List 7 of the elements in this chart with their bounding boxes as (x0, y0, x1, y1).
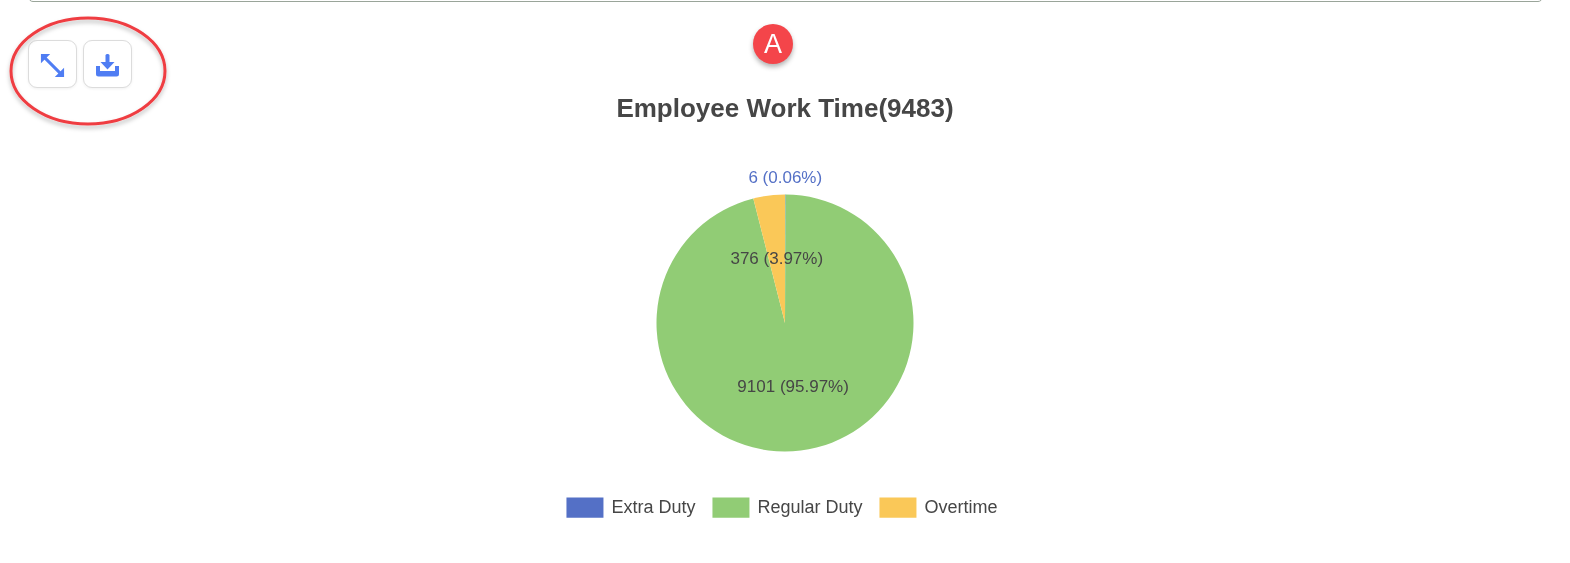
legend-label: Overtime (924, 496, 998, 517)
legend-label: Extra Duty (611, 496, 696, 517)
data-label: 6 (0.06%) (748, 167, 823, 187)
letter-badge: A (753, 24, 793, 64)
legend-label: Regular Duty (757, 496, 863, 517)
data-label: 9101 (95.97%) (737, 376, 849, 396)
chart-title: Employee Work Time(9483) (616, 93, 954, 123)
